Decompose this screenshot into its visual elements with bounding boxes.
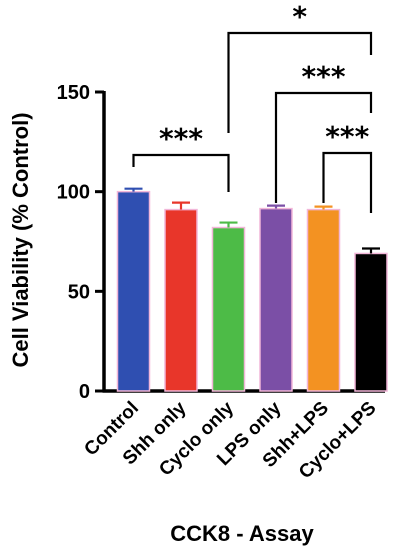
significance-label: * [292, 0, 307, 33]
significance-label: *** [159, 122, 203, 155]
error-bars [124, 187, 380, 254]
significance-brackets: *** ******* [132, 0, 373, 213]
significance-label: *** [302, 60, 346, 93]
x-axis-title: CCK8 - Assay [170, 521, 314, 546]
bar-control [116, 190, 151, 392]
bar-cyclo-only [211, 226, 246, 392]
y-tick-label: 50 [68, 281, 90, 303]
y-axis-title: Cell Viability (% Control) [8, 112, 33, 367]
significance-bracket [274, 91, 373, 203]
bar-cyclo-lps [354, 252, 388, 392]
y-tick-label: 100 [57, 182, 90, 204]
y-tick-label: 0 [79, 381, 90, 403]
bar-shh-only [164, 208, 198, 392]
bar-shh-lps [306, 208, 341, 392]
bars [116, 190, 388, 392]
y-tick-label: 150 [57, 82, 90, 104]
significance-bracket [132, 153, 230, 192]
significance-label: *** [325, 120, 369, 153]
y-ticks: 0 50 100 150 [57, 82, 104, 403]
significance-bracket [227, 31, 373, 133]
bar-lps-only [259, 207, 293, 392]
significance-bracket [322, 151, 373, 213]
